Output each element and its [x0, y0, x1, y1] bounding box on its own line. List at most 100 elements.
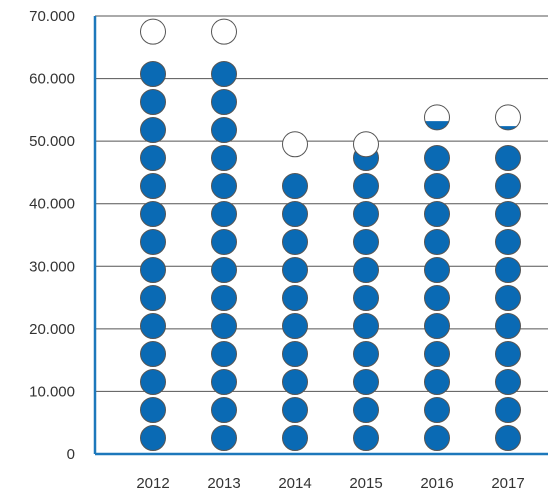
- full-token: [140, 313, 166, 339]
- token-column-2014: [282, 131, 308, 451]
- partial-token: [140, 18, 166, 45]
- x-tick-label: 2016: [420, 475, 453, 492]
- full-token: [140, 89, 166, 115]
- full-token: [211, 145, 237, 171]
- y-tick-label: 50.000: [29, 133, 75, 150]
- full-token: [140, 61, 166, 87]
- partial-token-background: [353, 131, 379, 157]
- x-tick-label: 2012: [136, 475, 169, 492]
- full-token: [211, 173, 237, 199]
- full-token: [211, 369, 237, 395]
- full-token: [495, 285, 521, 311]
- full-token: [353, 173, 379, 199]
- partial-token-background: [282, 131, 308, 157]
- full-token: [211, 61, 237, 87]
- full-token: [282, 425, 308, 451]
- full-token: [424, 425, 450, 451]
- full-token: [495, 369, 521, 395]
- full-token: [424, 201, 450, 227]
- partial-token-fill: [424, 121, 450, 130]
- full-token: [495, 397, 521, 423]
- full-token: [353, 285, 379, 311]
- grid-lines: [95, 15, 548, 392]
- y-tick-label: 40.000: [29, 196, 75, 213]
- partial-token: [495, 104, 521, 131]
- full-token: [495, 229, 521, 255]
- full-token: [282, 285, 308, 311]
- token-column-2017: [495, 104, 521, 451]
- full-token: [282, 173, 308, 199]
- full-token: [140, 369, 166, 395]
- full-token: [424, 285, 450, 311]
- x-tick-label: 2015: [349, 475, 382, 492]
- full-token: [424, 369, 450, 395]
- partial-token: [353, 131, 379, 158]
- full-token: [495, 201, 521, 227]
- full-token: [353, 257, 379, 283]
- full-token: [211, 201, 237, 227]
- partial-token-background: [211, 19, 237, 45]
- full-token: [282, 201, 308, 227]
- full-token: [353, 229, 379, 255]
- full-token: [211, 313, 237, 339]
- full-token: [211, 117, 237, 143]
- y-tick-label: 20.000: [29, 321, 75, 338]
- full-token: [424, 229, 450, 255]
- full-token: [495, 341, 521, 367]
- full-token: [211, 341, 237, 367]
- full-token: [140, 285, 166, 311]
- partial-token: [211, 18, 237, 45]
- full-token: [282, 257, 308, 283]
- full-token: [353, 369, 379, 395]
- y-tick-label: 70.000: [29, 8, 75, 25]
- full-token: [211, 425, 237, 451]
- partial-token-background: [495, 104, 521, 130]
- full-token: [424, 313, 450, 339]
- token-column-2015: [353, 131, 379, 451]
- partial-token: [424, 104, 450, 131]
- token-column-2013: [211, 18, 237, 451]
- x-tick-label: 2014: [278, 475, 311, 492]
- full-token: [140, 425, 166, 451]
- full-token: [495, 145, 521, 171]
- full-token: [353, 397, 379, 423]
- x-axis-tick-labels: 2012 2013 2014 2015 2016 2017: [136, 475, 524, 492]
- full-token: [140, 257, 166, 283]
- y-tick-label: 10.000: [29, 383, 75, 400]
- token-columns: [140, 18, 521, 451]
- full-token: [424, 397, 450, 423]
- x-tick-label: 2017: [491, 475, 524, 492]
- full-token: [140, 229, 166, 255]
- full-token: [140, 173, 166, 199]
- x-tick-label: 2013: [207, 475, 240, 492]
- partial-token: [282, 131, 308, 158]
- full-token: [424, 341, 450, 367]
- full-token: [140, 117, 166, 143]
- y-tick-label: 30.000: [29, 258, 75, 275]
- full-token: [353, 341, 379, 367]
- partial-token-background: [140, 19, 166, 45]
- full-token: [211, 397, 237, 423]
- full-token: [424, 173, 450, 199]
- full-token: [140, 145, 166, 171]
- y-tick-label: 60.000: [29, 71, 75, 88]
- full-token: [495, 173, 521, 199]
- full-token: [282, 313, 308, 339]
- full-token: [495, 313, 521, 339]
- full-token: [282, 341, 308, 367]
- full-token: [282, 229, 308, 255]
- full-token: [211, 229, 237, 255]
- full-token: [353, 313, 379, 339]
- full-token: [282, 397, 308, 423]
- full-token: [353, 425, 379, 451]
- full-token: [211, 257, 237, 283]
- y-tick-label: 0: [67, 446, 75, 463]
- full-token: [140, 201, 166, 227]
- full-token: [353, 201, 379, 227]
- full-token: [424, 145, 450, 171]
- full-token: [282, 369, 308, 395]
- full-token: [495, 425, 521, 451]
- full-token: [495, 257, 521, 283]
- y-axis-tick-labels: 0 10.000 20.000 30.000 40.000 50.000 60.000 70.…: [29, 8, 75, 463]
